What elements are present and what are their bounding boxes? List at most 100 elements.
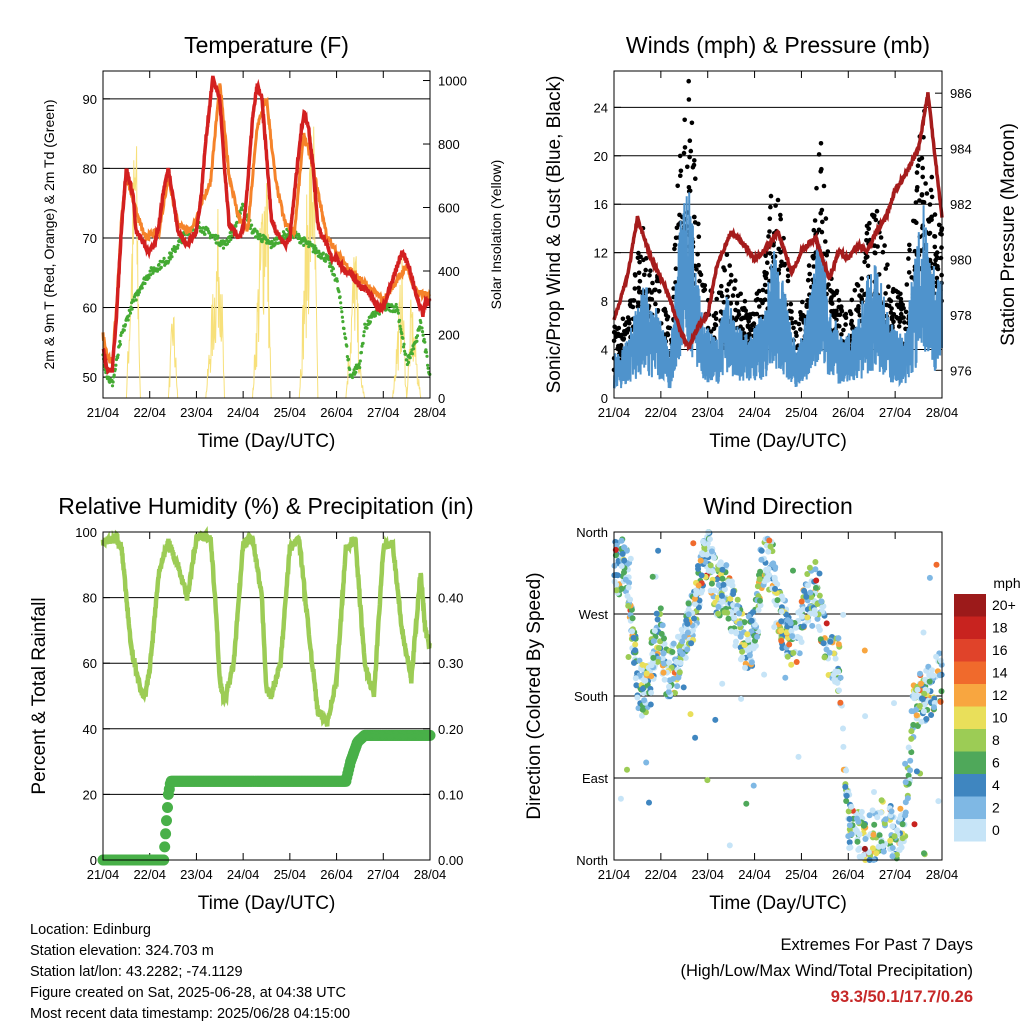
direction-point [692, 734, 699, 741]
direction-point [661, 676, 668, 683]
gust-point [754, 311, 760, 317]
x-tick-label: 26/04 [832, 405, 865, 420]
gust-point [743, 308, 748, 313]
dewpoint-point [235, 220, 239, 224]
dewpoint-point [167, 259, 171, 264]
right-tick-label: 0.10 [438, 787, 463, 802]
legend-label: 20+ [992, 597, 1016, 613]
direction-point [800, 623, 807, 630]
direction-point [831, 676, 838, 683]
right-tick-label: 976 [950, 363, 972, 378]
x-tick-label: 28/04 [414, 867, 447, 882]
gust-point [624, 330, 630, 335]
direction-point [840, 743, 847, 750]
right-tick-label: 980 [950, 252, 972, 267]
gust-point [932, 262, 938, 267]
direction-point [821, 654, 828, 661]
left-tick-label: 20 [594, 149, 608, 164]
dewpoint-point [420, 326, 424, 330]
direction-point [778, 618, 785, 625]
direction-point [778, 608, 785, 615]
direction-point [650, 638, 657, 645]
direction-point [684, 629, 691, 636]
gust-point [896, 304, 902, 310]
gust-point [641, 257, 646, 263]
direction-point [665, 688, 672, 695]
dewpoint-point [118, 342, 122, 346]
dewpoint-point [302, 243, 306, 247]
plot-frame [102, 70, 431, 399]
gust-point [913, 200, 919, 205]
direction-point [855, 818, 862, 825]
gust-point [766, 234, 771, 239]
gust-point [928, 187, 934, 193]
dewpoint-point [397, 318, 402, 322]
gust-point [672, 242, 678, 248]
dewpoint-point [421, 333, 425, 337]
legend-swatch [954, 774, 986, 797]
x-tick-label: 27/04 [879, 867, 912, 882]
direction-point [789, 633, 796, 640]
dewpoint-point [331, 267, 335, 271]
direction-point [873, 850, 880, 857]
direction-point [772, 585, 778, 592]
gust-point [932, 212, 938, 217]
direction-point [748, 617, 755, 624]
left-tick-label: 80 [83, 161, 97, 176]
gust-point [903, 309, 909, 315]
left-tick-label: 60 [83, 656, 97, 671]
direction-point [933, 653, 940, 660]
gust-point [628, 303, 634, 309]
gust-point [865, 263, 871, 269]
legend-label: 8 [992, 732, 1000, 748]
direction-point [933, 561, 940, 568]
direction-point [889, 845, 896, 851]
legend-swatch [954, 796, 986, 819]
legend-swatch [954, 819, 986, 842]
left-tick-label: 80 [83, 591, 97, 606]
right-tick-label: 400 [438, 264, 460, 279]
direction-point [734, 596, 741, 603]
gust-point [673, 266, 679, 272]
direction-point [926, 672, 933, 679]
gust-point [806, 263, 812, 268]
gust-point [636, 285, 641, 291]
dewpoint-point [338, 295, 342, 299]
rh-series [100, 526, 432, 727]
gust-point [843, 315, 849, 321]
dewpoint-point [396, 311, 400, 315]
direction-point [936, 672, 943, 679]
left-tick-label: 12 [594, 246, 608, 261]
gust-point [914, 170, 920, 175]
left-tick-label: North [576, 853, 608, 868]
gust-point [642, 272, 647, 278]
left-tick-label: 70 [83, 231, 97, 246]
direction-point [728, 628, 735, 635]
gust-point [880, 249, 886, 255]
gust-point [836, 297, 842, 303]
gust-point [828, 300, 834, 305]
direction-point [685, 606, 692, 613]
direction-point [914, 723, 921, 729]
left-tick-label: 40 [83, 722, 97, 737]
gust-point [689, 120, 695, 126]
plot-frame [613, 70, 943, 399]
gust-point [789, 316, 794, 321]
gust-point [819, 229, 825, 235]
direction-point [861, 822, 868, 829]
legend-label: 0 [992, 822, 1000, 838]
direction-point [721, 586, 728, 593]
gust-point [728, 301, 734, 306]
gust-point [898, 311, 904, 317]
dewpoint-point [314, 246, 318, 251]
direction-point [699, 587, 706, 594]
direction-point [783, 629, 790, 636]
direction-point [659, 655, 666, 662]
gust-point [776, 246, 781, 252]
gust-point [638, 254, 643, 260]
gust-point [636, 250, 641, 256]
left-tick-label: 0 [601, 391, 608, 406]
direction-point [921, 701, 928, 708]
dewpoint-point [423, 340, 427, 344]
right-tick-label: 0.30 [438, 656, 463, 671]
